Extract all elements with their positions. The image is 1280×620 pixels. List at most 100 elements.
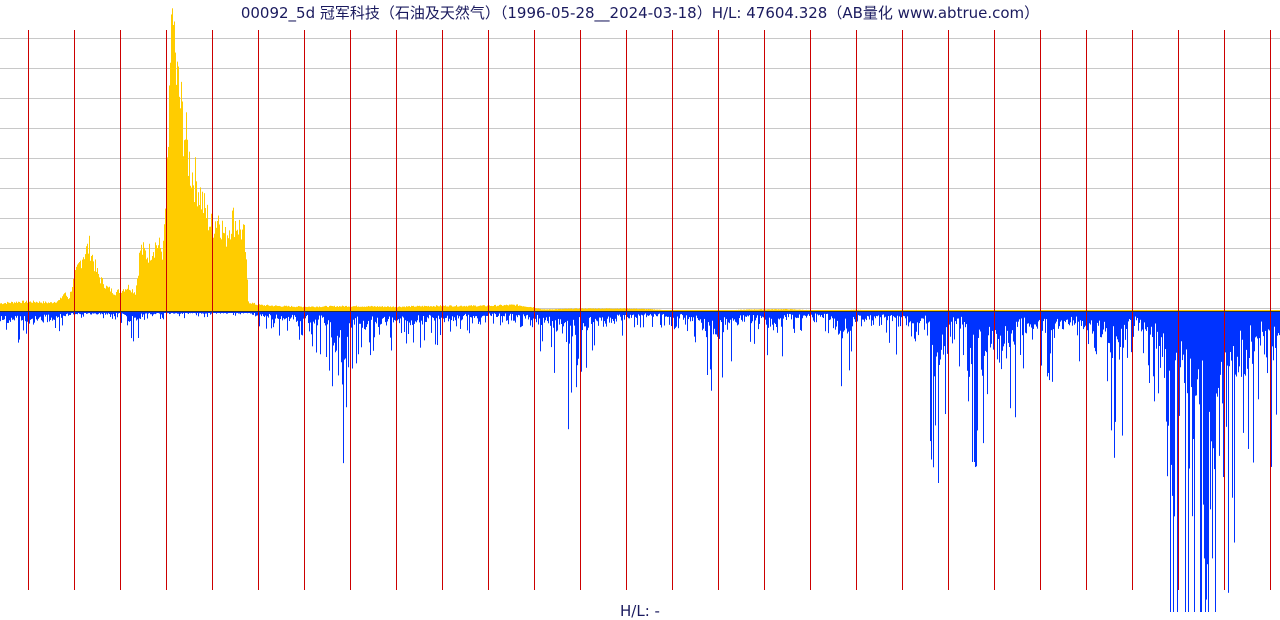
negative-bar (1076, 312, 1077, 317)
positive-bar (771, 309, 772, 311)
negative-bar (380, 312, 381, 325)
negative-bar (242, 312, 243, 313)
positive-bar (582, 308, 583, 311)
positive-bar (123, 289, 124, 311)
negative-bar (128, 312, 129, 322)
negative-bar (471, 312, 472, 318)
negative-bar (852, 312, 853, 327)
positive-bar (523, 306, 524, 311)
negative-bar (105, 312, 106, 315)
positive-bar (379, 306, 380, 311)
negative-bar (158, 312, 159, 314)
negative-bar (839, 312, 840, 334)
positive-bar (11, 301, 12, 311)
negative-bar (59, 312, 60, 332)
negative-bar (978, 312, 979, 338)
negative-bar (337, 312, 338, 336)
negative-bar (1215, 312, 1216, 612)
positive-bar (701, 310, 702, 311)
negative-bar (1115, 312, 1116, 422)
positive-bar (217, 221, 218, 311)
negative-bar (701, 312, 702, 323)
chart-title: 00092_5d 冠军科技（石油及天然气）（1996-05-28__2024-0… (240, 4, 1040, 22)
positive-bar (1274, 310, 1275, 311)
positive-bar (1250, 310, 1251, 311)
negative-bar (384, 312, 385, 317)
positive-bar (719, 310, 720, 311)
positive-bar (1275, 310, 1276, 311)
positive-bar (484, 305, 485, 311)
negative-bar (426, 312, 427, 323)
negative-bar (419, 312, 420, 323)
positive-bar (573, 309, 574, 311)
negative-bar (564, 312, 565, 324)
positive-bar (1125, 310, 1126, 311)
negative-bar (232, 312, 233, 313)
positive-bar (813, 310, 814, 311)
negative-bar (677, 312, 678, 317)
negative-bar (593, 312, 594, 323)
negative-bar (1093, 312, 1094, 332)
negative-bar (1261, 312, 1262, 322)
negative-bar (734, 312, 735, 320)
positive-bar (189, 151, 190, 311)
negative-bar (412, 312, 413, 325)
negative-bar (715, 312, 716, 335)
positive-bar (851, 309, 852, 311)
positive-bar (929, 310, 930, 311)
negative-bar (733, 312, 734, 321)
positive-bar (910, 310, 911, 311)
negative-bar (357, 312, 358, 317)
positive-bar (953, 310, 954, 311)
positive-bar (865, 310, 866, 311)
negative-bar (712, 312, 713, 321)
negative-bar (553, 312, 554, 328)
negative-bar (318, 312, 319, 320)
positive-bar (230, 239, 231, 311)
negative-bar (1200, 312, 1201, 612)
negative-bar (211, 312, 212, 314)
positive-bar (227, 235, 228, 311)
negative-bar (1240, 312, 1241, 331)
negative-bar (1004, 312, 1005, 344)
positive-bar (1156, 310, 1157, 311)
negative-bar (72, 312, 73, 313)
positive-bar (256, 304, 257, 311)
negative-bar (711, 312, 712, 391)
positive-bar (1060, 310, 1061, 311)
positive-bar (679, 310, 680, 311)
positive-bar (1020, 310, 1021, 311)
positive-bar (503, 305, 504, 311)
positive-bar (501, 304, 502, 311)
negative-bar (1061, 312, 1062, 321)
negative-bar (372, 312, 373, 317)
positive-bar (1165, 310, 1166, 311)
positive-bar (778, 309, 779, 311)
positive-bar (826, 310, 827, 311)
negative-bar (1049, 312, 1050, 381)
negative-bar (935, 312, 936, 426)
negative-bar (901, 312, 902, 318)
positive-bar (947, 310, 948, 311)
positive-bar (1171, 310, 1172, 311)
negative-bar (793, 312, 794, 329)
positive-bar (287, 306, 288, 311)
positive-bar (370, 306, 371, 311)
positive-bar (539, 308, 540, 311)
negative-bar (199, 312, 200, 314)
positive-bar (505, 305, 506, 311)
positive-bar (781, 309, 782, 311)
positive-bar (649, 309, 650, 311)
negative-bar (295, 312, 296, 317)
negative-bar (627, 312, 628, 318)
negative-bar (47, 312, 48, 323)
negative-bar (319, 312, 320, 316)
negative-bar (1103, 312, 1104, 330)
positive-bar (837, 310, 838, 311)
negative-bar (1096, 312, 1097, 355)
negative-bar (710, 312, 711, 370)
positive-bar (380, 306, 381, 311)
negative-bar (76, 312, 77, 314)
negative-bar (454, 312, 455, 318)
negative-bar (1244, 312, 1245, 375)
